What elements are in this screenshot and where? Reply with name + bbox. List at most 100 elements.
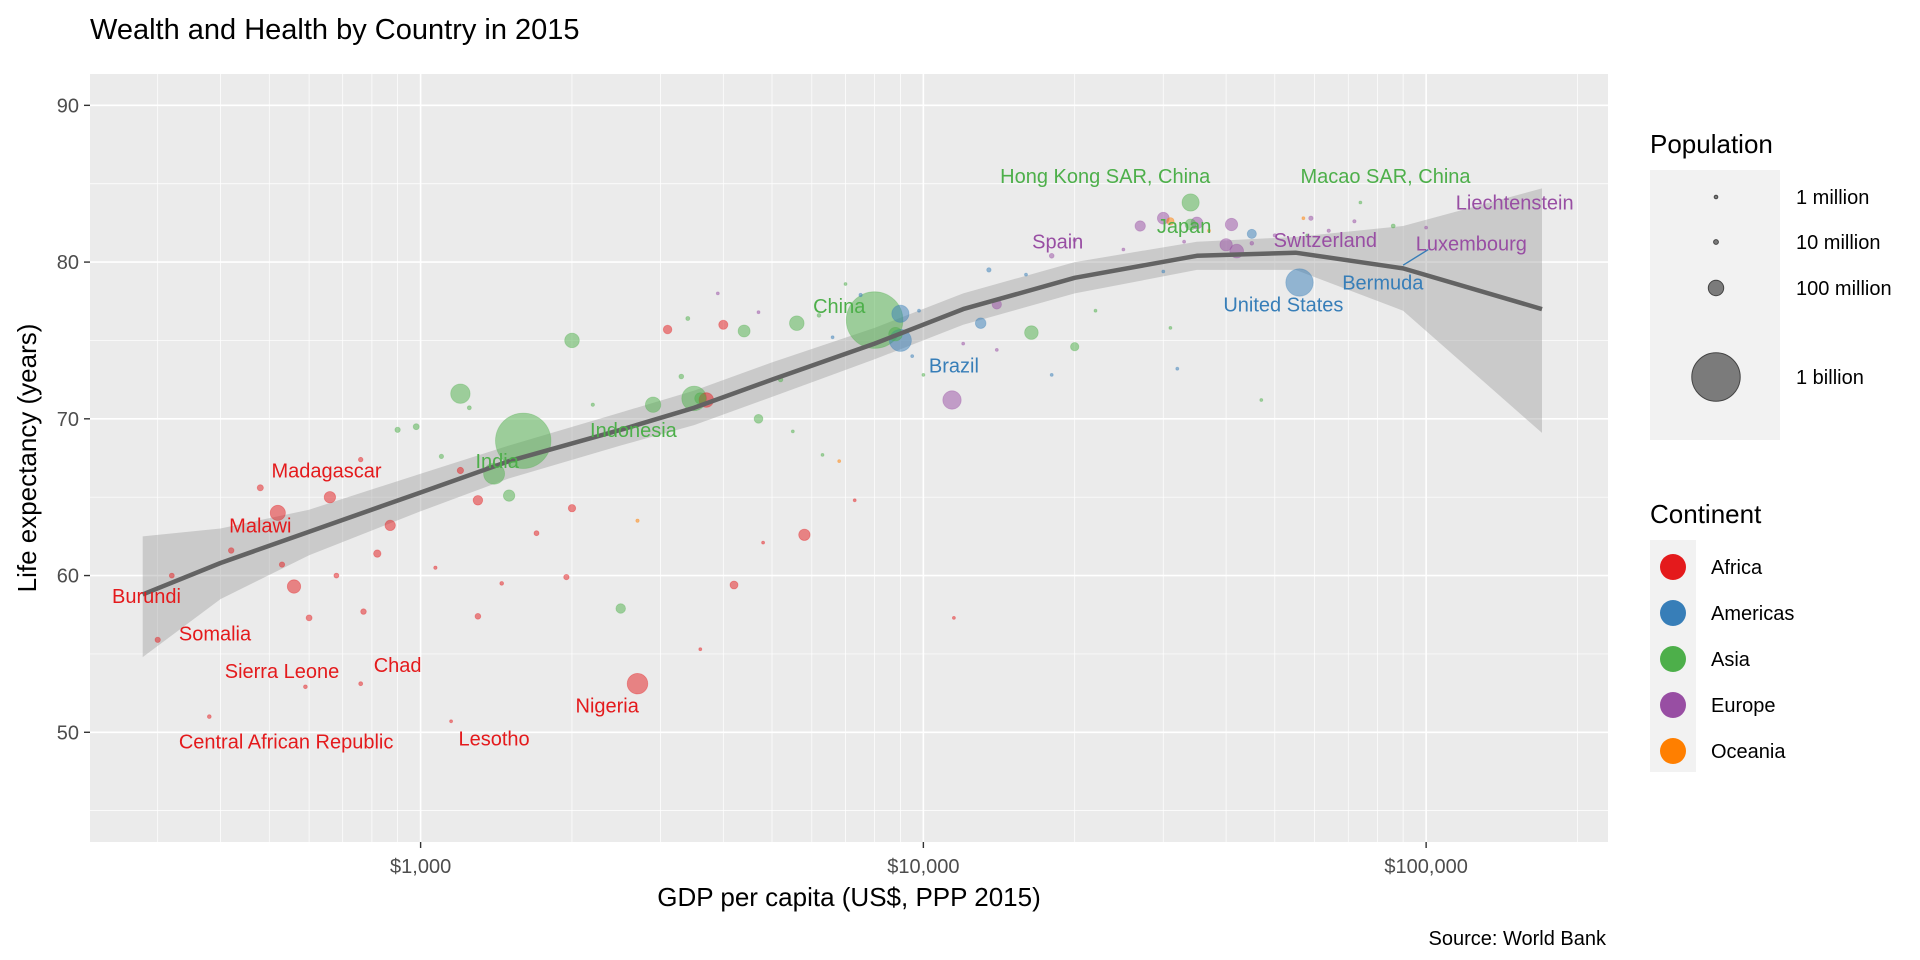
data-point bbox=[412, 423, 420, 431]
data-point bbox=[472, 495, 484, 506]
data-point bbox=[533, 530, 540, 537]
point-label: Nigeria bbox=[576, 696, 640, 718]
data-point bbox=[1182, 239, 1186, 244]
point-label: Burundi bbox=[112, 586, 181, 608]
data-point bbox=[1308, 215, 1314, 221]
data-point bbox=[852, 498, 857, 503]
y-tick-label: 70 bbox=[57, 409, 79, 431]
data-point bbox=[384, 519, 396, 532]
data-point bbox=[502, 489, 516, 502]
data-point bbox=[626, 673, 649, 695]
data-point bbox=[756, 310, 761, 315]
data-point bbox=[286, 579, 302, 594]
data-point bbox=[590, 402, 595, 407]
data-point bbox=[1121, 247, 1126, 252]
y-axis-title: Life expectancy (years) bbox=[12, 324, 42, 593]
data-point bbox=[698, 647, 703, 652]
point-label: Central African Republic bbox=[179, 732, 394, 754]
point-label: Spain bbox=[1032, 232, 1083, 254]
data-point bbox=[1161, 269, 1166, 274]
data-point bbox=[753, 413, 764, 424]
data-point bbox=[1184, 218, 1197, 231]
point-label-layer: Madagascar Malawi Burundi Somalia Sierra Leo… bbox=[112, 166, 1574, 754]
point-label: Indonesia bbox=[590, 420, 678, 442]
population-legend-key bbox=[1691, 352, 1741, 402]
label-leader-line bbox=[1402, 248, 1429, 266]
plot-panel bbox=[90, 74, 1608, 842]
population-legend: Population 1 million 10 million 100 millio… bbox=[1650, 129, 1892, 440]
data-point bbox=[269, 504, 286, 521]
data-point bbox=[1049, 372, 1054, 377]
data-point bbox=[1358, 200, 1363, 205]
population-legend-label: 100 million bbox=[1796, 278, 1892, 300]
continent-legend-key bbox=[1660, 600, 1686, 626]
data-point bbox=[737, 324, 751, 338]
continent-legend-label: Asia bbox=[1711, 649, 1751, 671]
data-point bbox=[1424, 225, 1428, 230]
data-point bbox=[1285, 268, 1314, 297]
continent-legend-key bbox=[1660, 646, 1686, 672]
data-point bbox=[433, 565, 438, 570]
data-point bbox=[305, 614, 313, 622]
data-point bbox=[358, 681, 364, 687]
data-point bbox=[837, 459, 842, 464]
data-point bbox=[942, 390, 962, 410]
point-label: Liechtenstein bbox=[1456, 193, 1574, 215]
data-point bbox=[1024, 272, 1028, 277]
data-point bbox=[761, 540, 765, 545]
data-point bbox=[662, 324, 673, 335]
data-point bbox=[789, 315, 805, 331]
chart-caption: Source: World Bank bbox=[1429, 928, 1607, 950]
data-point bbox=[975, 317, 987, 329]
data-point bbox=[1134, 220, 1146, 232]
point-label: Bermuda bbox=[1342, 273, 1424, 295]
x-axis-title: GDP per capita (US$, PPP 2015) bbox=[657, 882, 1040, 912]
data-point bbox=[563, 573, 570, 581]
point-label: Brazil bbox=[929, 356, 979, 378]
chart-title: Wealth and Health by Country in 2015 bbox=[90, 14, 580, 46]
data-point bbox=[207, 714, 212, 719]
data-point bbox=[1352, 219, 1357, 224]
data-point bbox=[394, 426, 401, 433]
data-point bbox=[798, 528, 811, 541]
continent-legend: Continent Africa Americas Asia Europe Oceani… bbox=[1650, 499, 1794, 772]
data-point bbox=[1093, 308, 1098, 313]
data-point bbox=[1048, 253, 1055, 259]
point-label: Macao SAR, China bbox=[1300, 166, 1471, 188]
trend-layer bbox=[141, 250, 1543, 597]
continent-legend-label: Oceania bbox=[1711, 741, 1786, 763]
point-label: China bbox=[813, 296, 866, 318]
continent-legend-label: Europe bbox=[1711, 695, 1776, 717]
data-point bbox=[373, 549, 382, 558]
data-point bbox=[729, 580, 739, 590]
data-point bbox=[1072, 238, 1077, 243]
x-tick-label: $10,000 bbox=[887, 856, 959, 878]
point-label: Chad bbox=[374, 655, 422, 677]
data-point bbox=[1259, 398, 1264, 402]
data-point bbox=[567, 504, 577, 513]
data-point bbox=[921, 372, 926, 377]
data-point bbox=[820, 452, 825, 457]
data-point bbox=[1166, 217, 1175, 226]
data-point bbox=[323, 491, 336, 504]
data-point bbox=[154, 636, 161, 643]
data-point bbox=[1207, 228, 1211, 233]
point-label: Japan bbox=[1157, 216, 1212, 238]
data-point bbox=[438, 453, 444, 459]
population-legend-title: Population bbox=[1650, 129, 1773, 159]
y-tick-label: 90 bbox=[57, 95, 79, 117]
data-point bbox=[278, 561, 286, 568]
data-point bbox=[715, 291, 720, 296]
data-point bbox=[358, 456, 364, 463]
point-label: India bbox=[476, 451, 520, 473]
x-tick-label: $100,000 bbox=[1384, 856, 1467, 878]
data-point bbox=[1301, 216, 1306, 221]
data-point bbox=[891, 304, 910, 323]
data-point bbox=[843, 282, 848, 286]
data-point bbox=[635, 518, 640, 523]
trend-line bbox=[141, 250, 1543, 597]
continent-legend-key bbox=[1660, 738, 1686, 764]
population-legend-label: 10 million bbox=[1796, 232, 1880, 254]
points-layer bbox=[154, 193, 1428, 724]
